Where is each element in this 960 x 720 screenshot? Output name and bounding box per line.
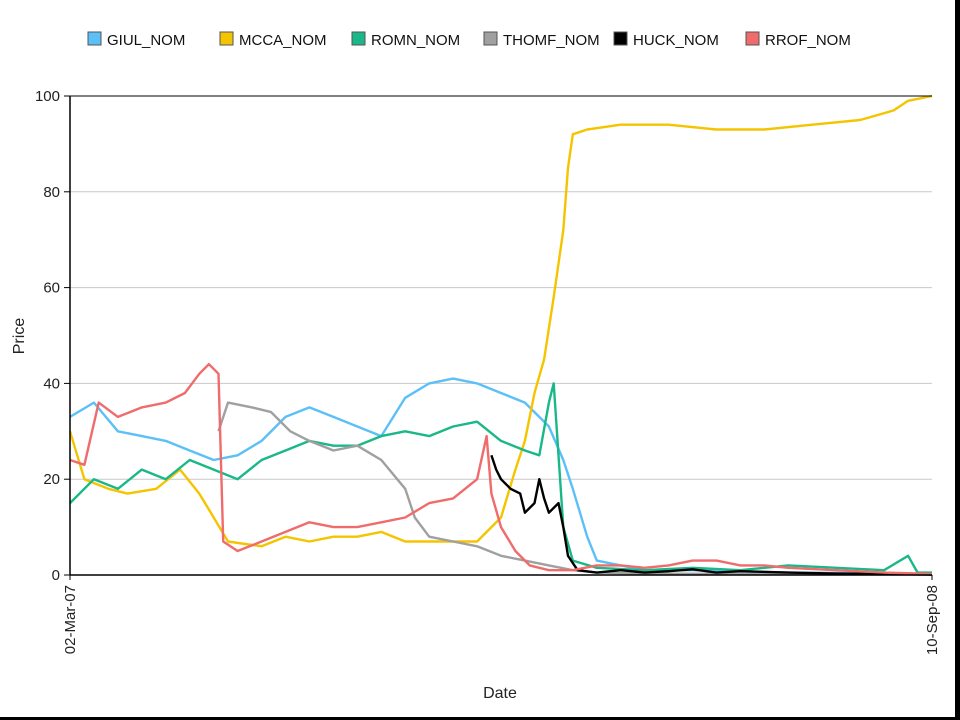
grid-lines (70, 95, 932, 480)
legend-label: RROF_NOM (765, 32, 851, 49)
legend: GIUL_NOM MCCA_NOM ROMN_NOM THOMF_NOM HUCK_NO… (87, 31, 851, 49)
y-ticks: 0 20 40 60 80 100 (35, 88, 70, 584)
series-line-romn-nom (69, 382, 932, 574)
legend-label: GIUL_NOM (107, 32, 185, 49)
legend-label: HUCK_NOM (633, 32, 719, 49)
y-tick-label: 100 (35, 88, 60, 105)
series-line-mcca-nom (68, 94, 933, 548)
legend-label: MCCA_NOM (239, 32, 327, 49)
legend-label: ROMN_NOM (371, 32, 460, 49)
series-line-rrof-nom (69, 363, 933, 576)
x-axis-title: Date (483, 685, 517, 702)
legend-swatch (87, 31, 102, 46)
series-layer (68, 94, 933, 577)
y-tick-label: 60 (43, 280, 60, 297)
legend-swatch (351, 31, 366, 46)
x-tick-label: 02-Mar-07 (62, 585, 79, 654)
x-tick-label: 10-Sep-08 (924, 585, 941, 655)
legend-swatch (613, 31, 628, 46)
series-line-huck-nom (490, 454, 933, 576)
y-tick-label: 20 (43, 471, 60, 488)
axes (69, 95, 932, 576)
y-tick-label: 40 (43, 375, 60, 392)
legend-label: THOMF_NOM (503, 32, 600, 49)
legend-swatch (745, 31, 760, 46)
y-tick-label: 80 (43, 184, 60, 201)
y-axis-title: Price (11, 318, 28, 355)
legend-swatch (219, 31, 234, 46)
series-line-thomf-nom (217, 401, 933, 576)
y-tick-label: 0 (52, 567, 60, 584)
x-ticks: 02-Mar-07 10-Sep-08 (62, 575, 941, 655)
legend-swatch (483, 31, 498, 46)
